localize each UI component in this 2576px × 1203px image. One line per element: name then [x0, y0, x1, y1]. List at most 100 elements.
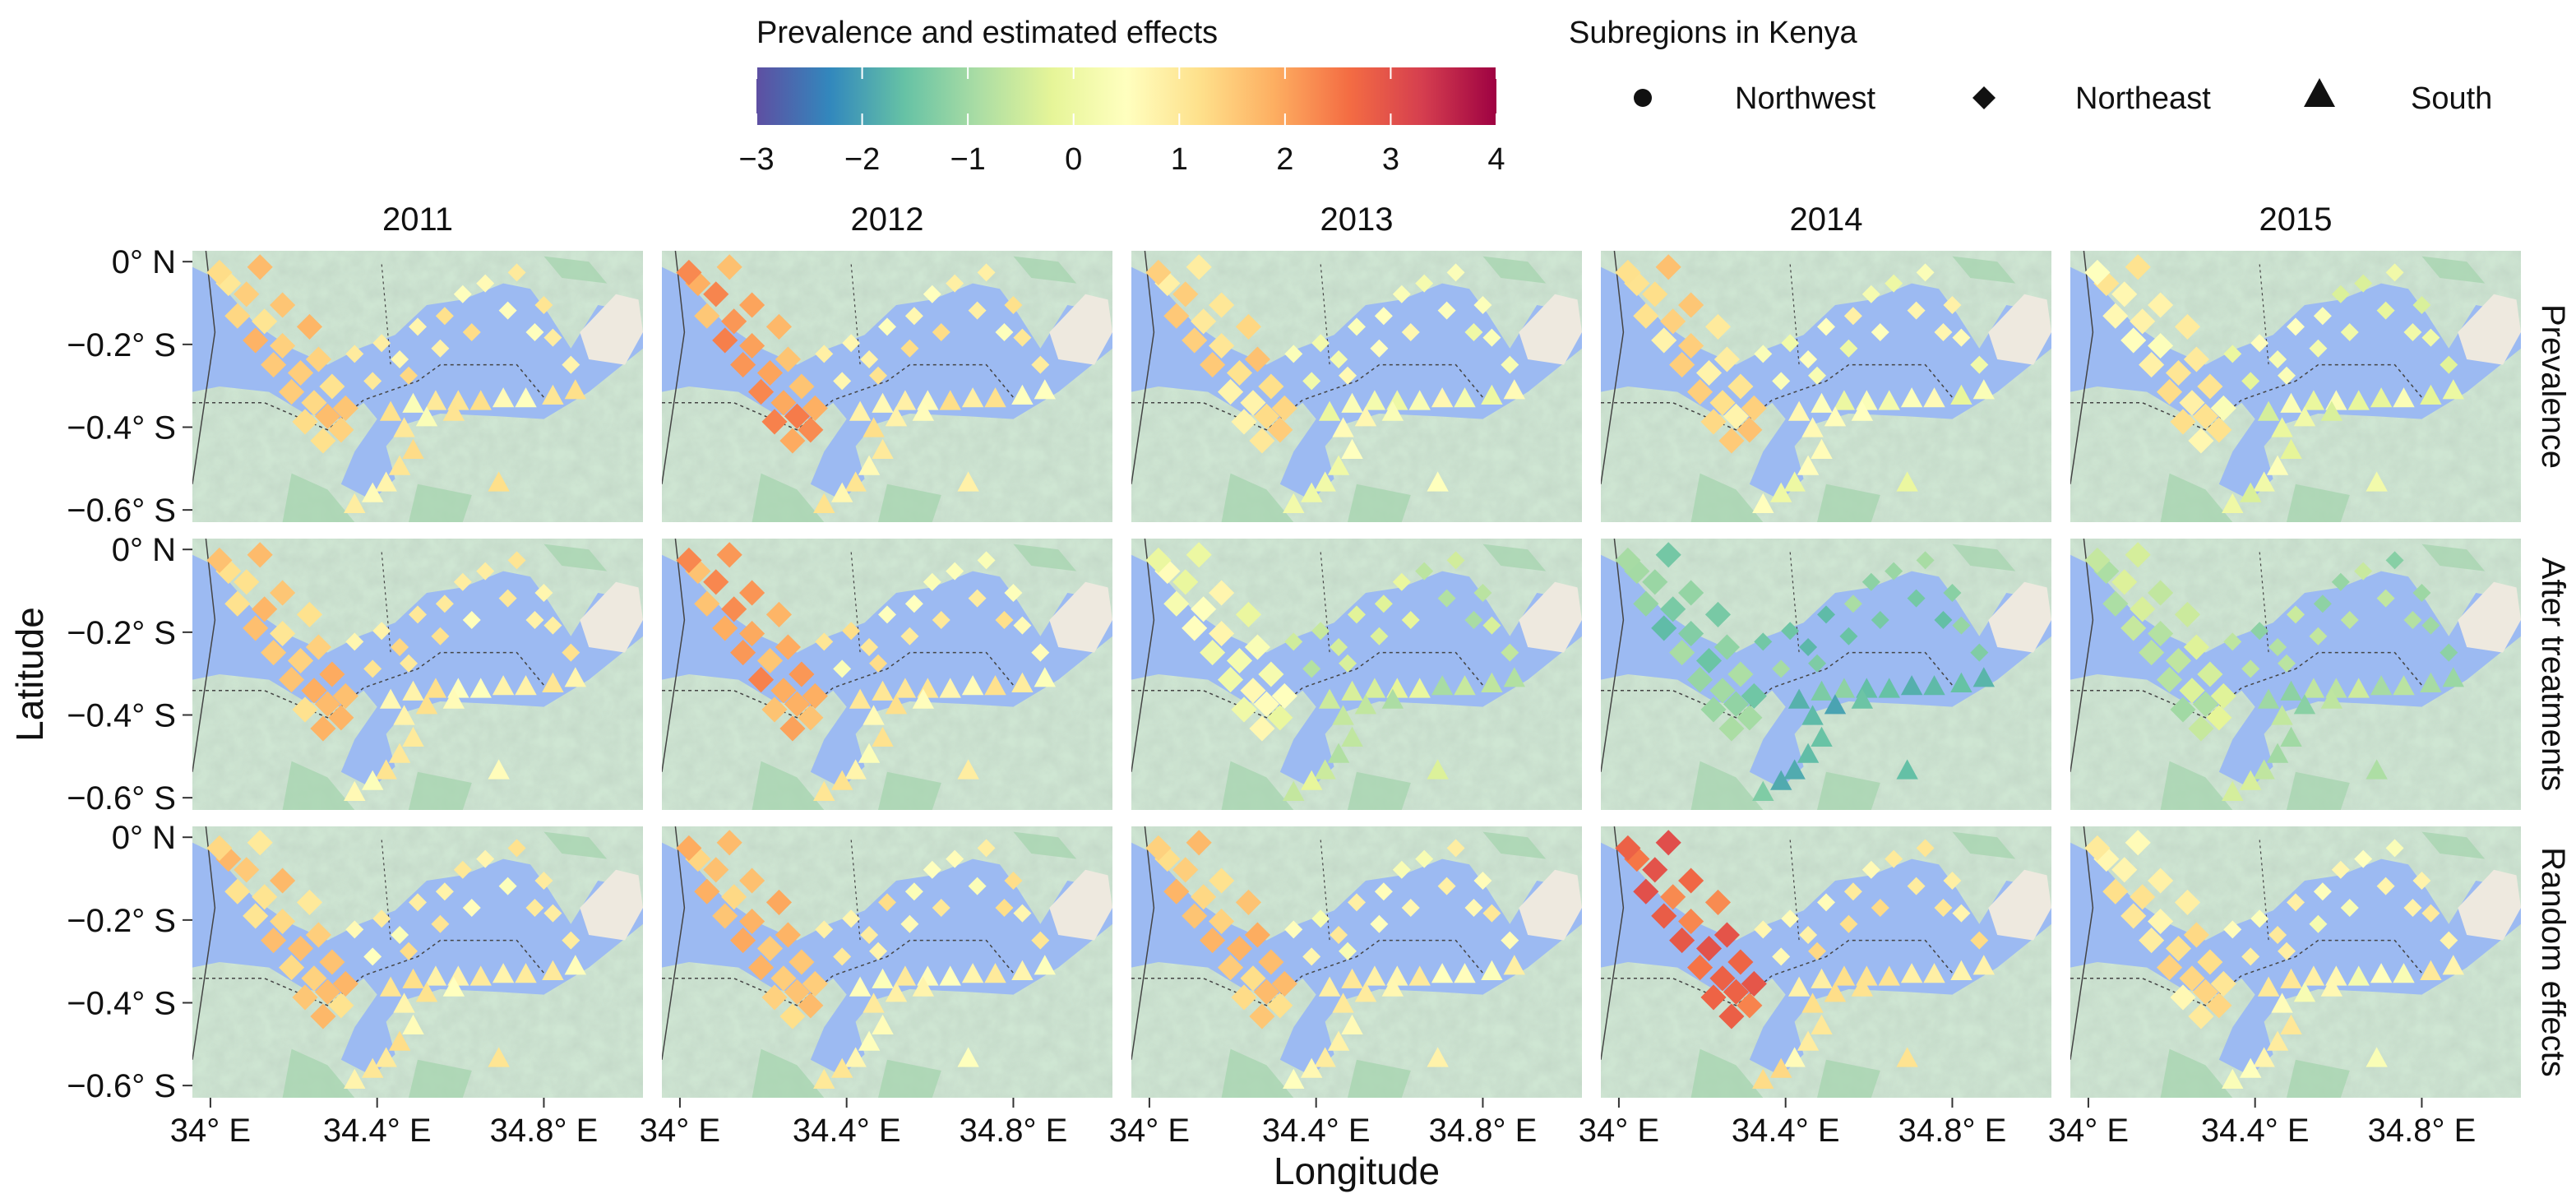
site-marker-south: [1427, 759, 1449, 780]
site-marker-northeast: [2354, 274, 2373, 293]
site-marker-northwest: [1191, 596, 1217, 622]
site-marker-south: [844, 759, 867, 780]
site-marker-south: [2240, 1057, 2262, 1078]
site-marker-south: [2293, 406, 2316, 427]
site-marker-northwest: [234, 857, 260, 883]
site-marker-south: [831, 482, 853, 502]
site-marker-northwest: [756, 359, 784, 386]
y-tick-label: 0° N: [112, 820, 176, 856]
site-marker-south: [442, 688, 465, 709]
country-border-line: [2070, 251, 2094, 484]
site-marker-south: [1833, 390, 1856, 410]
site-marker-northeast: [946, 849, 964, 868]
site-marker-northeast: [1392, 285, 1411, 303]
site-marker-northeast: [900, 914, 919, 933]
country-border-line: [1131, 539, 1155, 772]
site-marker-northeast: [815, 345, 834, 363]
country-border-line: [192, 251, 216, 484]
country-border-line: [1601, 539, 1625, 772]
site-marker-south: [362, 1057, 384, 1078]
site-marker-northeast: [1415, 562, 1434, 581]
site-marker-northwest: [1191, 884, 1217, 910]
site-marker-south: [488, 471, 510, 492]
site-marker-south: [1797, 455, 1820, 475]
site-marker-south: [1341, 968, 1363, 988]
site-marker-northeast: [476, 849, 495, 868]
site-marker-south: [542, 672, 564, 692]
site-marker-northwest: [1244, 922, 1270, 948]
water-boundary-line: [662, 651, 1014, 719]
site-marker-northeast: [1772, 659, 1791, 678]
site-marker-northwest: [1660, 884, 1686, 910]
site-marker-northwest: [1700, 984, 1727, 1011]
shape-label-south: South: [2411, 81, 2492, 116]
site-marker-northeast: [1817, 893, 1835, 912]
site-marker-south: [1787, 400, 1811, 421]
site-marker-south: [858, 455, 881, 475]
site-marker-northwest: [314, 691, 340, 717]
salt-flat-area: [1519, 294, 1582, 365]
site-marker-northeast: [833, 372, 852, 391]
site-marker-south: [379, 688, 402, 709]
site-marker-northeast: [2412, 296, 2431, 314]
site-marker-northeast: [1482, 328, 1501, 347]
map-panel-2015-after-treatments: [2070, 539, 2521, 810]
site-marker-northeast: [345, 345, 364, 363]
site-marker-south: [1341, 438, 1363, 459]
park-area: [878, 1059, 941, 1098]
site-marker-south: [1503, 667, 1525, 687]
country-border-line: [192, 826, 216, 1060]
site-marker-south: [1318, 688, 1341, 709]
site-marker-south: [1797, 1030, 1820, 1051]
x-tick-label: 34° E: [2048, 1113, 2129, 1149]
site-marker-northeast: [2309, 339, 2328, 358]
site-marker-south: [1341, 1014, 1363, 1034]
site-marker-northwest: [1700, 696, 1727, 723]
salt-flat-area: [580, 294, 643, 365]
lake-victoria-area: [192, 266, 643, 501]
site-marker-south: [2257, 688, 2280, 709]
park-area: [752, 1048, 825, 1098]
site-marker-south: [1332, 705, 1354, 725]
site-marker-south: [1332, 992, 1354, 1013]
site-marker-south: [863, 417, 885, 437]
site-marker-northeast: [1284, 345, 1303, 363]
x-tick-label: 34.8° E: [1429, 1113, 1538, 1149]
site-marker-northeast: [498, 301, 517, 320]
site-marker-northeast: [2278, 366, 2296, 385]
site-marker-northeast: [562, 355, 580, 374]
site-marker-northeast: [869, 654, 888, 673]
site-marker-northeast: [1004, 584, 1023, 602]
site-marker-northeast: [2385, 839, 2404, 858]
map-panel-2013-after-treatments: [1131, 539, 1582, 810]
site-marker-northwest: [1633, 303, 1659, 329]
site-marker-northeast: [2440, 931, 2458, 950]
site-marker-northeast: [1943, 584, 1962, 602]
site-marker-northwest: [314, 403, 340, 429]
site-marker-northeast: [1401, 611, 1420, 629]
site-marker-south: [1301, 770, 1323, 790]
y-tick-label: −0.6° S: [67, 493, 176, 529]
site-marker-northeast: [1781, 909, 1800, 928]
site-marker-northeast: [1302, 372, 1321, 391]
site-marker-south: [844, 1047, 867, 1067]
site-marker-south: [1752, 493, 1774, 513]
site-marker-northeast: [1952, 616, 1971, 635]
site-marker-northeast: [1374, 307, 1393, 326]
site-marker-northwest: [1704, 601, 1732, 627]
site-marker-south: [1341, 392, 1363, 413]
park-area: [282, 1048, 355, 1098]
site-marker-south: [2253, 471, 2275, 492]
salt-flat-area: [1988, 294, 2051, 365]
site-marker-northeast: [534, 872, 553, 890]
park-area: [1690, 1048, 1764, 1098]
row-strip-label: Random effects: [2535, 847, 2571, 1076]
salt-flat-area: [1988, 581, 2051, 653]
site-marker-south: [2302, 965, 2325, 986]
site-marker-south: [1454, 675, 1476, 696]
water-boundary-line: [2070, 363, 2422, 431]
park-area: [1013, 831, 1077, 859]
site-marker-south: [2320, 688, 2343, 709]
y-tick-label: 0° N: [112, 532, 176, 568]
site-marker-northeast: [476, 562, 495, 581]
